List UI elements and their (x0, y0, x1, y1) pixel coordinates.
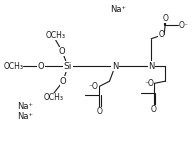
Text: Na⁺: Na⁺ (110, 5, 126, 14)
Text: O: O (38, 62, 44, 71)
Text: O: O (96, 107, 102, 116)
Text: Na⁺: Na⁺ (17, 102, 33, 111)
Text: OCH₃: OCH₃ (44, 93, 64, 102)
Text: Na⁺: Na⁺ (17, 112, 33, 121)
Text: O: O (158, 30, 164, 39)
Text: ⁻O: ⁻O (144, 79, 154, 88)
Text: O⁻: O⁻ (179, 21, 189, 30)
Text: OCH₃: OCH₃ (3, 62, 23, 71)
Text: ⁻O: ⁻O (89, 82, 98, 91)
Text: O: O (151, 105, 157, 114)
Text: N: N (148, 62, 154, 71)
Text: Si: Si (64, 62, 72, 71)
Text: O: O (59, 47, 65, 56)
Text: OCH₃: OCH₃ (46, 31, 66, 40)
Text: O: O (60, 77, 66, 86)
Text: N: N (112, 62, 118, 71)
Text: O: O (162, 14, 168, 23)
